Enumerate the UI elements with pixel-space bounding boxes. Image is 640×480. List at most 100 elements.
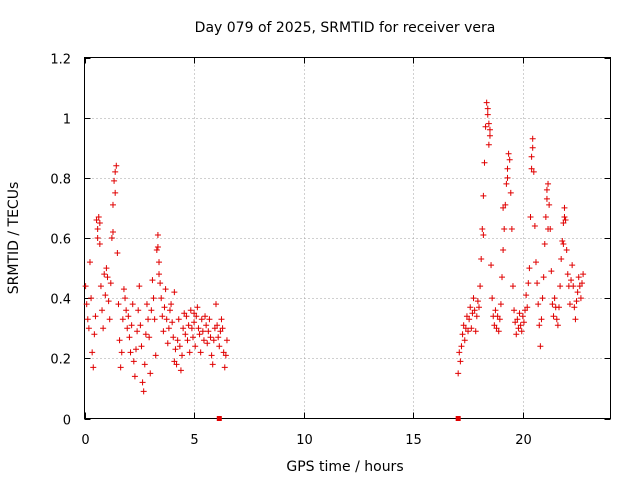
data-point xyxy=(566,301,573,308)
data-point xyxy=(518,328,525,335)
data-point xyxy=(148,307,155,314)
data-point xyxy=(83,301,90,308)
data-point xyxy=(580,271,587,278)
data-point xyxy=(468,325,475,332)
data-point xyxy=(523,292,530,299)
data-point xyxy=(200,337,207,344)
data-point xyxy=(575,274,582,281)
data-point xyxy=(96,219,103,226)
data-point xyxy=(217,328,224,335)
y-tick-label: 0.6 xyxy=(50,233,71,248)
data-point xyxy=(218,316,225,323)
data-point xyxy=(197,349,204,356)
data-point xyxy=(562,216,569,223)
x-axis-label: GPS time / hours xyxy=(286,459,403,475)
x-tick-label: 5 xyxy=(190,433,198,448)
data-point xyxy=(455,370,462,377)
data-point xyxy=(535,301,542,308)
data-point xyxy=(125,313,132,320)
data-point xyxy=(539,295,546,302)
data-point xyxy=(466,316,473,323)
data-point xyxy=(458,343,465,350)
y-tick-label: 0 xyxy=(63,414,71,429)
data-point xyxy=(136,283,143,290)
data-point xyxy=(139,379,146,386)
data-point xyxy=(495,328,502,335)
data-point xyxy=(95,213,102,220)
data-point xyxy=(165,325,172,332)
data-point xyxy=(142,331,149,338)
points-layer xyxy=(82,99,587,421)
data-point xyxy=(109,228,116,235)
data-point xyxy=(127,349,134,356)
data-point xyxy=(572,316,579,323)
data-point xyxy=(99,307,106,314)
data-point xyxy=(573,298,580,305)
data-point xyxy=(173,361,180,368)
data-point xyxy=(484,105,491,112)
data-point xyxy=(480,231,487,238)
data-point xyxy=(108,235,115,241)
data-point xyxy=(105,298,112,305)
data-point xyxy=(514,316,521,323)
data-point xyxy=(542,213,549,220)
data-point xyxy=(503,180,510,187)
data-point xyxy=(92,313,99,320)
data-point xyxy=(524,304,531,311)
plot-frame xyxy=(84,57,611,419)
data-point xyxy=(459,331,466,338)
data-point xyxy=(130,358,137,365)
data-point xyxy=(564,271,571,278)
data-point xyxy=(488,262,495,269)
data-point xyxy=(182,331,189,338)
data-point xyxy=(499,274,506,281)
data-point xyxy=(526,265,533,272)
data-point xyxy=(161,304,168,311)
data-point xyxy=(93,216,100,223)
data-point xyxy=(538,316,545,323)
data-point xyxy=(534,280,541,287)
data-point xyxy=(504,165,511,172)
data-point xyxy=(209,361,216,368)
data-point xyxy=(467,304,474,311)
data-point xyxy=(191,319,198,326)
data-point xyxy=(117,364,124,371)
data-point xyxy=(555,304,562,311)
data-point xyxy=(480,192,487,199)
data-point xyxy=(170,334,177,341)
data-point xyxy=(153,247,160,254)
data-point xyxy=(192,343,199,350)
data-point xyxy=(156,271,163,278)
data-point xyxy=(219,325,226,332)
data-point xyxy=(511,307,518,314)
data-point xyxy=(206,316,213,323)
zero-marker xyxy=(455,416,461,421)
data-point xyxy=(160,328,167,335)
tick-label-layer: 0 0.2 0.4 0.6 0.8 1 1.2 0 5 10 15 20 xyxy=(50,53,531,449)
data-point xyxy=(479,225,486,232)
data-point xyxy=(561,213,568,220)
data-point xyxy=(143,301,150,308)
x-tick-label: 20 xyxy=(515,433,532,448)
data-point xyxy=(220,349,227,356)
data-point xyxy=(476,304,482,311)
data-point xyxy=(554,322,561,329)
data-point xyxy=(543,195,550,202)
data-point xyxy=(540,274,547,281)
data-point xyxy=(154,244,161,251)
data-point xyxy=(166,307,173,314)
data-point xyxy=(189,334,196,341)
data-point xyxy=(158,295,165,302)
data-point xyxy=(146,334,153,341)
y-tick-label: 0.2 xyxy=(50,353,71,368)
data-point xyxy=(112,168,119,175)
data-point xyxy=(515,325,522,332)
data-point xyxy=(494,313,501,320)
data-point xyxy=(477,283,484,290)
data-point xyxy=(516,310,523,317)
data-point xyxy=(545,180,552,187)
data-point xyxy=(527,213,534,220)
data-point xyxy=(84,316,91,323)
data-point xyxy=(82,283,89,290)
